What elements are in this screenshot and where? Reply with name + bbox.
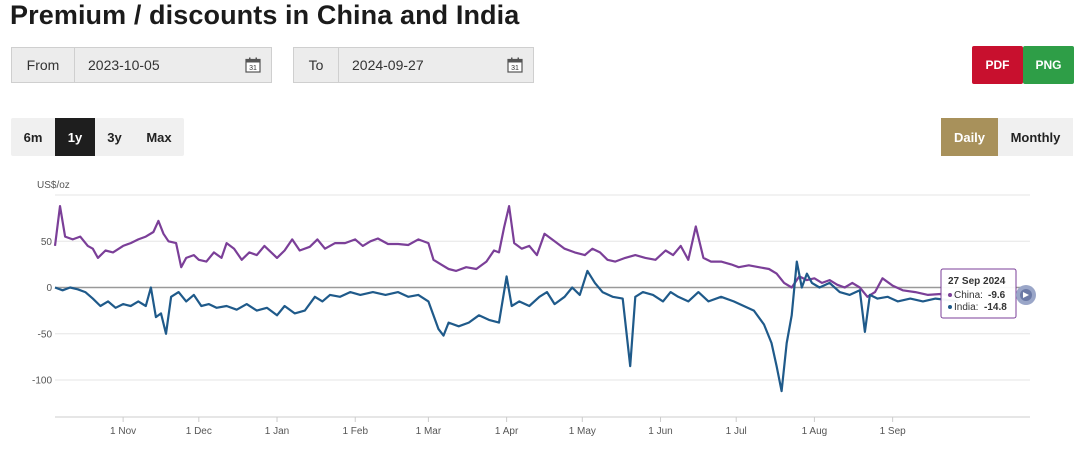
range-6m-button[interactable]: 6m bbox=[23, 129, 43, 145]
premium-discount-chart: US$/oz 500-50-100 1 Nov 1 Dec 1 Jan 1 Feb 1 … bbox=[32, 180, 1036, 437]
x-tick-label: 1 Nov bbox=[110, 426, 136, 437]
x-tick-label: 1 Aug bbox=[802, 426, 828, 437]
grid-lines bbox=[55, 194, 1030, 381]
y-tick-label: 0 bbox=[46, 283, 52, 294]
tooltip-china-value: -9.6 bbox=[988, 290, 1006, 301]
from-date-field[interactable]: From 2023-10-05 31 bbox=[11, 47, 272, 83]
range-max-button[interactable]: Max bbox=[146, 129, 172, 145]
x-tick-label: 1 Jul bbox=[726, 426, 747, 437]
svg-text:31: 31 bbox=[511, 65, 519, 72]
y-axis: 50 0 -50 -100 bbox=[32, 237, 52, 387]
x-axis: 1 Nov 1 Dec 1 Jan 1 Feb 1 Mar 1 Apr 1 May 1 Jun… bbox=[55, 416, 1030, 437]
to-date-field[interactable]: To 2024-09-27 31 bbox=[293, 47, 534, 83]
x-tick-label: 1 Jan bbox=[265, 426, 289, 437]
frequency-selector: Daily Monthly bbox=[941, 118, 1073, 156]
x-tick-label: 1 Jun bbox=[648, 426, 672, 437]
tooltip-china-label: China: bbox=[954, 290, 983, 301]
series-line-china bbox=[53, 205, 959, 298]
daily-button[interactable]: Daily bbox=[941, 118, 998, 156]
series-lines bbox=[53, 205, 959, 393]
x-tick-label: 1 Apr bbox=[495, 426, 519, 437]
page-title: Premium / discounts in China and India bbox=[10, 0, 520, 30]
to-date-input[interactable]: 2024-09-27 31 bbox=[339, 48, 533, 82]
y-tick-label: 50 bbox=[41, 237, 53, 248]
series-line-india bbox=[54, 260, 959, 393]
x-tick-label: 1 Mar bbox=[416, 426, 442, 437]
from-date-value: 2023-10-05 bbox=[88, 57, 160, 73]
y-tick-label: -100 bbox=[32, 376, 52, 387]
tooltip-india-value: -14.8 bbox=[984, 302, 1007, 313]
x-tick-label: 1 Dec bbox=[186, 426, 212, 437]
calendar-icon[interactable]: 31 bbox=[245, 57, 261, 73]
svg-text:31: 31 bbox=[249, 65, 257, 72]
chart-menu-icon[interactable] bbox=[1016, 285, 1036, 305]
from-label: From bbox=[12, 48, 75, 82]
x-tick-label: 1 May bbox=[569, 426, 596, 437]
x-tick-label: 1 Sep bbox=[880, 426, 907, 437]
range-1y-button[interactable]: 1y bbox=[55, 118, 95, 156]
y-axis-title: US$/oz bbox=[37, 180, 70, 191]
x-tick-label: 1 Feb bbox=[342, 426, 368, 437]
tooltip-china-marker bbox=[948, 293, 952, 297]
from-date-input[interactable]: 2023-10-05 31 bbox=[75, 48, 271, 82]
tooltip-india-label: India: bbox=[954, 302, 978, 313]
png-export-button[interactable]: PNG bbox=[1023, 46, 1074, 84]
tooltip-india-marker bbox=[948, 305, 952, 309]
monthly-button[interactable]: Monthly bbox=[1010, 129, 1061, 145]
tooltip: 27 Sep 2024 China: -9.6 India: -14.8 bbox=[940, 268, 1017, 319]
calendar-icon[interactable]: 31 bbox=[507, 57, 523, 73]
y-tick-label: -50 bbox=[38, 329, 53, 340]
pdf-export-button[interactable]: PDF bbox=[972, 46, 1023, 84]
range-3y-button[interactable]: 3y bbox=[107, 129, 122, 145]
tooltip-date: 27 Sep 2024 bbox=[948, 276, 1006, 287]
to-label: To bbox=[294, 48, 339, 82]
range-selector: 6m 1y 3y Max bbox=[11, 118, 184, 156]
to-date-value: 2024-09-27 bbox=[352, 57, 424, 73]
